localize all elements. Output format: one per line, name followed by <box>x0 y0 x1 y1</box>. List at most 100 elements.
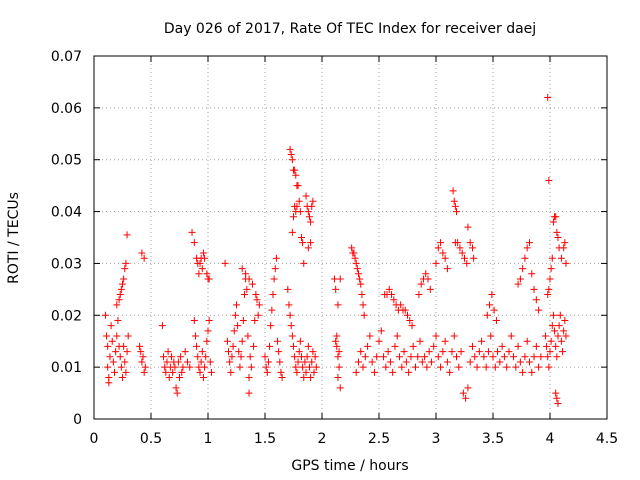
data-point <box>304 208 312 216</box>
data-point <box>251 316 259 324</box>
data-point <box>163 358 171 366</box>
data-point <box>261 353 269 361</box>
data-point <box>304 342 312 350</box>
data-point <box>551 327 559 335</box>
x-axis-label: GPS time / hours <box>291 458 408 474</box>
data-point <box>107 322 115 330</box>
data-point <box>486 301 494 309</box>
data-point <box>393 332 401 340</box>
data-point <box>411 363 419 371</box>
data-point <box>336 384 344 392</box>
data-point <box>543 342 551 350</box>
data-point <box>464 384 472 392</box>
data-point <box>264 358 272 366</box>
x-tick-label: 0 <box>90 431 99 447</box>
data-point <box>120 275 128 283</box>
data-point <box>489 353 497 361</box>
data-point <box>288 332 296 340</box>
data-point <box>537 353 545 361</box>
data-point <box>357 280 365 288</box>
x-tick-label: 2.5 <box>368 431 390 447</box>
data-point <box>113 332 121 340</box>
data-point <box>523 337 531 345</box>
data-point <box>138 249 146 257</box>
data-point <box>230 327 238 335</box>
data-point <box>484 348 492 356</box>
data-point <box>272 254 280 262</box>
data-point <box>557 337 565 345</box>
data-point <box>204 327 212 335</box>
data-point <box>523 244 531 252</box>
data-point <box>386 358 394 366</box>
data-point <box>334 353 342 361</box>
data-point <box>196 259 204 267</box>
data-point <box>291 166 299 174</box>
data-point <box>549 218 557 226</box>
data-point <box>505 348 513 356</box>
data-point <box>117 363 125 371</box>
data-point <box>532 342 540 350</box>
data-point <box>562 332 570 340</box>
data-point <box>179 363 187 371</box>
data-point <box>446 368 454 376</box>
plot-frame <box>93 55 608 420</box>
data-point <box>136 342 144 350</box>
data-point <box>234 322 242 330</box>
data-point <box>292 171 300 179</box>
data-point <box>252 291 260 299</box>
data-point <box>300 374 308 382</box>
data-point <box>439 348 447 356</box>
data-point <box>238 337 246 345</box>
data-point <box>427 358 435 366</box>
data-point <box>271 265 279 273</box>
data-point <box>293 202 301 210</box>
data-point <box>138 358 146 366</box>
data-point <box>160 353 168 361</box>
data-point <box>229 342 237 350</box>
data-point <box>247 363 255 371</box>
data-point <box>195 270 203 278</box>
data-point <box>286 311 294 319</box>
data-point <box>437 363 445 371</box>
data-point <box>248 280 256 288</box>
data-point <box>366 332 374 340</box>
data-point <box>488 291 496 299</box>
data-point <box>119 280 126 288</box>
axis-ticks <box>93 55 608 420</box>
data-point <box>268 306 276 314</box>
data-point <box>468 244 476 252</box>
data-point <box>560 327 568 335</box>
data-point <box>391 342 399 350</box>
data-point <box>530 353 538 361</box>
data-point <box>285 301 293 309</box>
data-point <box>333 332 341 340</box>
data-point <box>468 342 476 350</box>
data-point <box>121 265 129 273</box>
data-point <box>548 254 556 262</box>
data-point <box>223 337 231 345</box>
data-point <box>417 280 425 288</box>
data-point <box>103 332 111 340</box>
data-point <box>475 348 483 356</box>
data-point <box>361 353 369 361</box>
data-point <box>242 270 250 278</box>
data-point <box>246 353 254 361</box>
y-tick-label: 0.01 <box>51 360 82 376</box>
data-point <box>423 363 431 371</box>
data-point <box>169 368 177 376</box>
data-point <box>525 239 533 247</box>
data-point <box>546 275 554 283</box>
data-point <box>141 363 149 371</box>
data-point <box>454 239 462 247</box>
data-point <box>455 363 463 371</box>
data-point <box>172 384 180 392</box>
data-point <box>421 353 429 361</box>
data-point <box>368 358 376 366</box>
data-point <box>439 249 447 257</box>
data-point <box>470 254 478 262</box>
data-point <box>201 363 209 371</box>
data-point <box>171 363 179 371</box>
data-point <box>255 301 263 309</box>
data-point <box>549 311 557 319</box>
